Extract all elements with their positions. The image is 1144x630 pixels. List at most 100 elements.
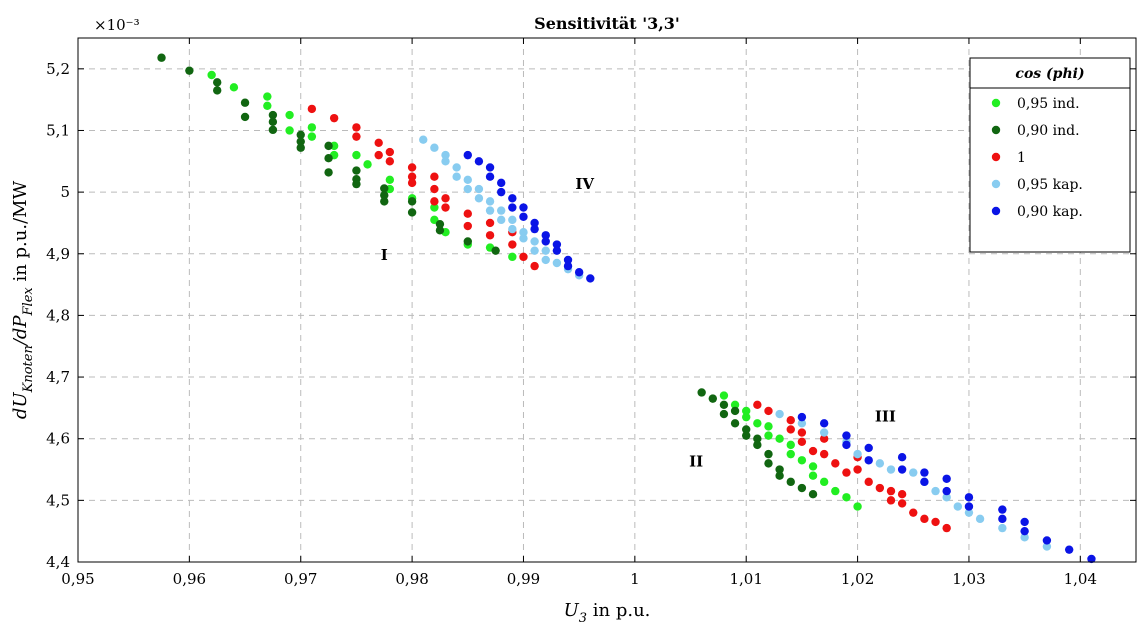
data-point <box>329 113 339 123</box>
legend-items: 0,95 ind. 0,90 ind. 1 0,95 kap. 0,90 kap. <box>991 96 1083 220</box>
data-point <box>764 449 773 459</box>
y-axis-label-sub2: Flex <box>21 287 36 317</box>
data-point <box>586 274 595 283</box>
data-point <box>552 258 562 268</box>
y-exponent-label: ×10⁻³ <box>94 16 140 34</box>
legend-marker <box>991 206 1001 216</box>
data-point <box>508 252 517 262</box>
data-point <box>964 493 974 502</box>
data-point <box>352 123 361 132</box>
y-tick-label: 4,8 <box>46 306 70 324</box>
data-point <box>942 523 951 533</box>
x-tick-label: 0,98 <box>395 570 428 588</box>
region-label: I <box>381 246 388 264</box>
data-point <box>842 431 851 440</box>
data-point <box>864 456 873 465</box>
data-point <box>897 465 907 474</box>
data-point <box>1020 526 1029 536</box>
data-point <box>157 53 166 62</box>
data-point <box>853 502 862 511</box>
legend-marker <box>991 152 1001 162</box>
data-point <box>764 459 773 468</box>
data-point <box>786 416 795 425</box>
data-point <box>485 206 495 215</box>
data-point <box>385 147 395 157</box>
data-point <box>797 456 807 465</box>
data-point <box>380 191 389 200</box>
data-point <box>285 126 294 135</box>
data-point <box>407 178 417 188</box>
data-point <box>519 203 528 212</box>
data-point <box>1042 542 1052 551</box>
y-tick-label: 4,4 <box>46 553 70 571</box>
data-point <box>697 388 706 397</box>
data-point <box>407 163 417 172</box>
axis-ticks: 0,95 0,96 0,97 0,98 0,99 1 1,01 1,02 1,03 1,04 4,4… <box>46 38 1136 588</box>
x-tick-label: 1,04 <box>1064 570 1097 588</box>
data-point <box>819 428 829 437</box>
data-point <box>1064 545 1074 554</box>
y-tick-label: 4,5 <box>46 491 70 509</box>
x-axis-label-base: U <box>564 600 580 621</box>
data-point <box>541 255 550 265</box>
data-point <box>920 514 929 524</box>
data-point <box>296 137 305 146</box>
data-point <box>419 135 428 144</box>
data-point <box>485 218 495 228</box>
data-point <box>864 443 873 453</box>
data-point <box>285 110 294 120</box>
data-point <box>463 209 472 218</box>
data-point <box>530 246 539 255</box>
data-point <box>786 477 795 487</box>
data-point <box>485 197 495 206</box>
x-axis-label: U3 in p.u. <box>564 600 651 626</box>
data-point <box>819 477 829 487</box>
data-point <box>430 184 439 194</box>
y-axis-label-sub1: Knoten <box>21 345 36 393</box>
data-point <box>853 465 862 474</box>
y-tick-label: 5,2 <box>46 60 70 78</box>
y-axis-label-part1: dU <box>10 392 31 420</box>
data-point <box>875 483 885 493</box>
data-point <box>363 160 372 169</box>
legend-label: 0,95 ind. <box>1017 96 1080 112</box>
data-point <box>324 141 333 151</box>
data-point <box>563 261 573 271</box>
data-point <box>541 246 550 255</box>
data-point <box>441 194 450 203</box>
data-point <box>474 157 484 166</box>
data-point <box>268 125 278 135</box>
data-point <box>263 101 272 111</box>
data-point <box>775 465 784 474</box>
data-point <box>775 434 784 443</box>
data-point <box>552 246 562 255</box>
data-point <box>886 496 896 505</box>
data-point <box>808 462 818 471</box>
data-point <box>942 474 951 483</box>
data-point <box>485 231 495 240</box>
data-point <box>430 172 439 181</box>
data-point <box>380 197 389 206</box>
data-point <box>530 224 539 234</box>
data-point <box>541 237 550 246</box>
data-point <box>1087 554 1096 564</box>
data-point <box>742 412 751 422</box>
data-point <box>307 132 317 141</box>
data-point <box>519 252 528 262</box>
data-point <box>764 431 773 440</box>
data-point <box>380 184 389 193</box>
data-point <box>452 172 461 181</box>
data-point <box>875 459 885 468</box>
data-point <box>708 394 717 403</box>
data-point <box>753 419 762 428</box>
data-point <box>185 66 194 75</box>
data-point <box>207 70 216 80</box>
data-point <box>352 166 361 175</box>
data-point <box>886 486 896 496</box>
data-point <box>797 419 807 428</box>
legend-marker <box>991 98 1001 108</box>
data-point <box>909 468 918 477</box>
data-point <box>485 172 495 181</box>
